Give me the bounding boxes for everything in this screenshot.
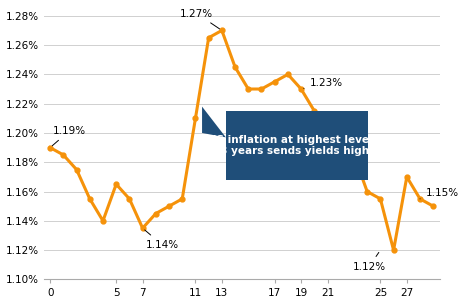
Text: 1.27%: 1.27%: [180, 9, 219, 29]
Text: 1.19%: 1.19%: [52, 126, 86, 146]
FancyBboxPatch shape: [226, 111, 369, 180]
Text: US inflation at highest level in
13 years sends yields higher: US inflation at highest level in 13 year…: [207, 135, 387, 156]
Text: 1.15%: 1.15%: [420, 188, 459, 199]
Text: 1.23%: 1.23%: [304, 78, 343, 88]
Text: 1.14%: 1.14%: [145, 230, 178, 250]
Polygon shape: [202, 107, 226, 137]
Text: 1.12%: 1.12%: [353, 252, 386, 271]
